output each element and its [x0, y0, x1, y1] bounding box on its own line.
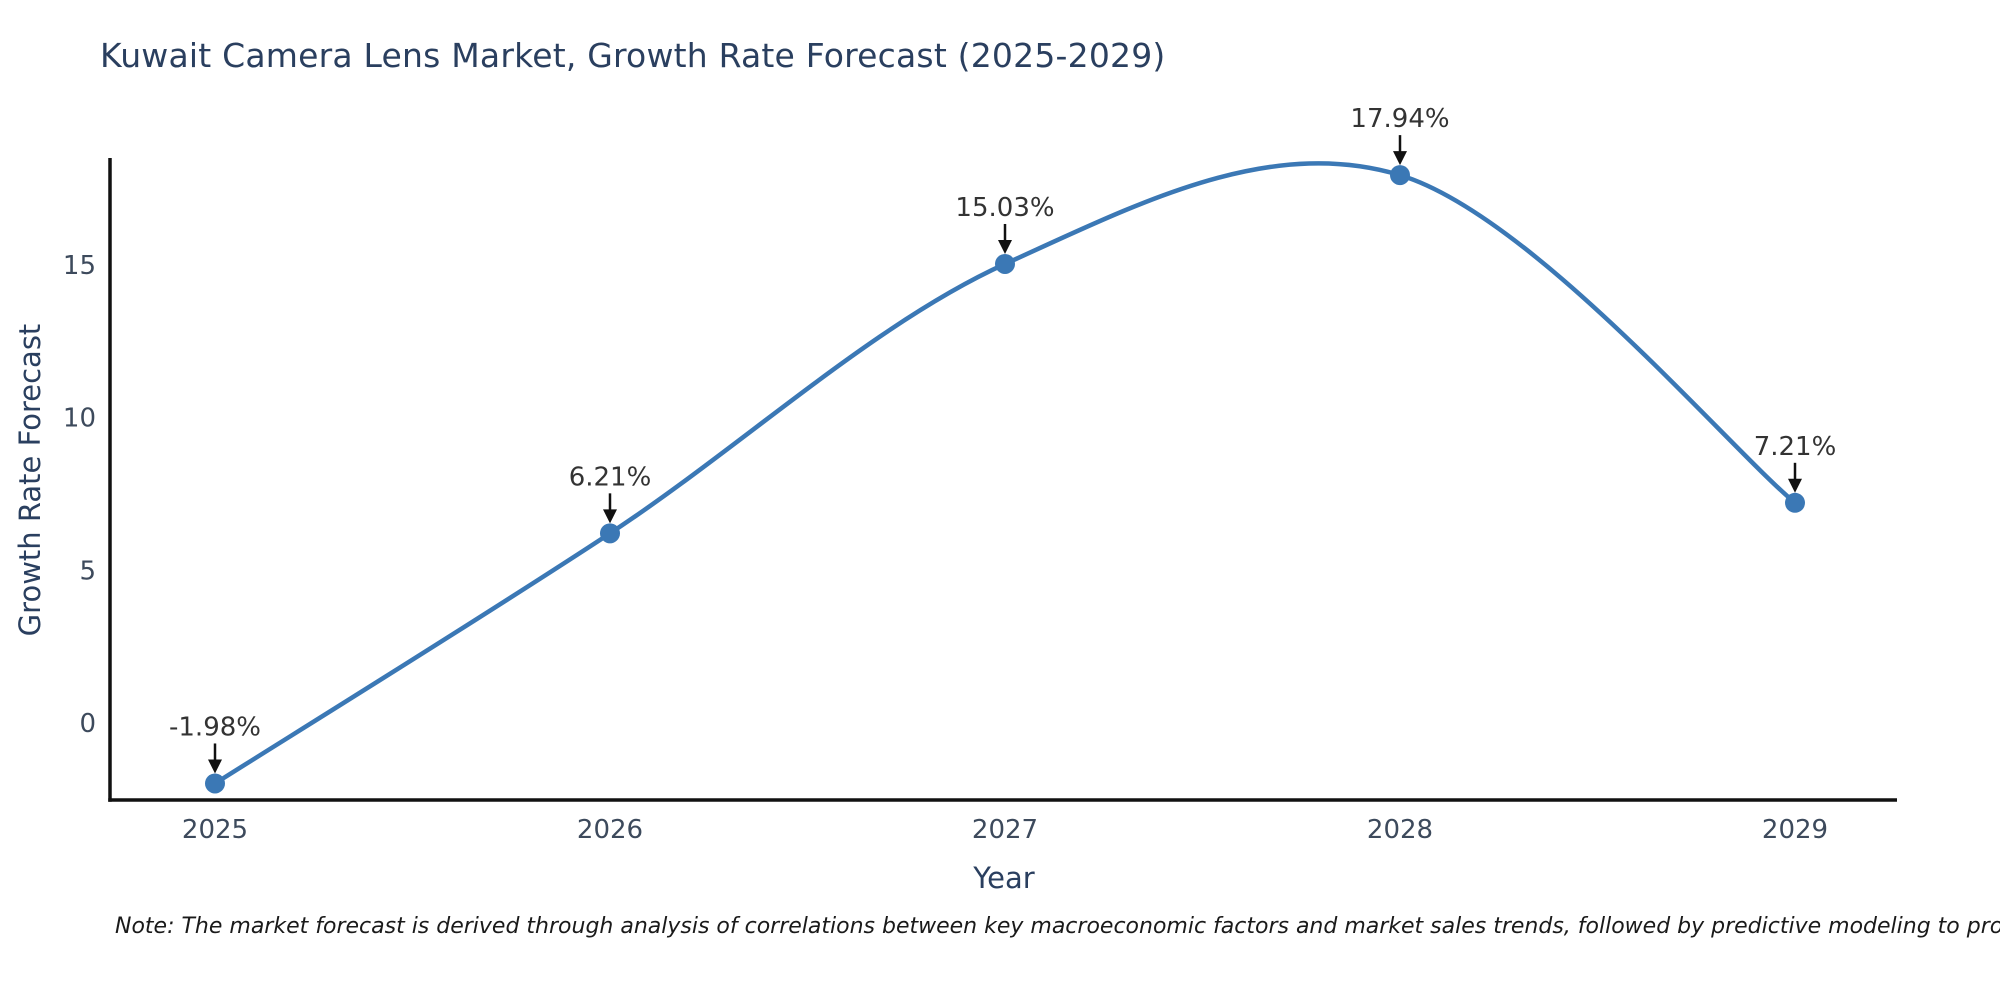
- x-tick-label: 2028: [1367, 815, 1433, 845]
- y-axis-title: Growth Rate Forecast: [13, 323, 47, 637]
- y-tick-label: 15: [63, 251, 96, 281]
- annotation-label: 15.03%: [955, 193, 1054, 223]
- annotation-arrowhead: [603, 509, 617, 524]
- data-point-marker: [205, 773, 225, 794]
- y-tick-label: 0: [79, 709, 96, 739]
- data-point-marker: [1390, 165, 1410, 186]
- annotation-arrowhead: [1788, 478, 1802, 493]
- source-note: Note: The market forecast is derived thr…: [115, 914, 2000, 939]
- data-point-marker: [600, 523, 620, 544]
- annotation-label: -1.98%: [169, 712, 261, 742]
- x-tick-label: 2025: [182, 815, 248, 845]
- x-axis-title: Year: [973, 861, 1035, 895]
- chart-title: Kuwait Camera Lens Market, Growth Rate F…: [100, 36, 1166, 75]
- x-tick-label: 2026: [577, 815, 643, 845]
- data-point-marker: [1785, 492, 1805, 513]
- annotation-label: 17.94%: [1350, 104, 1449, 134]
- annotation-arrowhead: [208, 759, 222, 774]
- data-point-marker: [995, 253, 1015, 274]
- y-tick-label: 5: [79, 556, 96, 586]
- annotation-arrowhead: [1393, 151, 1407, 166]
- annotation-label: 7.21%: [1754, 432, 1837, 462]
- annotation-arrowhead: [998, 239, 1012, 254]
- x-tick-label: 2027: [972, 815, 1038, 845]
- annotation-label: 6.21%: [569, 462, 652, 492]
- x-tick-label: 2029: [1762, 815, 1828, 845]
- y-tick-label: 10: [63, 404, 96, 434]
